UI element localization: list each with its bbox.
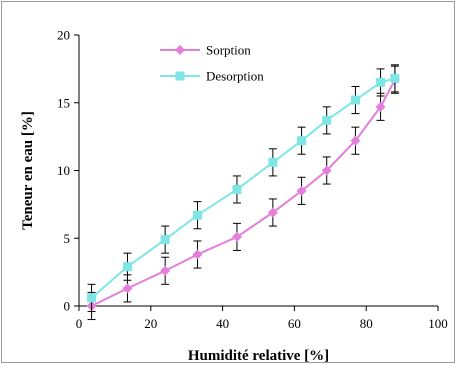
sorption-point <box>267 207 278 218</box>
sorption-point <box>192 249 203 260</box>
legend-item-desorption: Desorption <box>160 69 264 84</box>
sorption-point <box>160 265 171 276</box>
desorption-line <box>90 77 396 299</box>
y-axis-title: Teneur en eau [%] <box>20 111 36 230</box>
legend-item-sorption: Sorption <box>160 43 251 58</box>
legend-swatch-marker <box>175 71 185 81</box>
x-tick-label: 20 <box>144 316 157 331</box>
y-tick-label: 15 <box>57 95 70 110</box>
sorption-series <box>86 65 400 321</box>
y-tick-label: 0 <box>64 299 71 314</box>
y-tick-label: 20 <box>57 28 70 43</box>
desorption-point <box>350 95 360 105</box>
desorption-point <box>297 136 307 146</box>
sorption-point <box>321 165 332 176</box>
sorption-line <box>91 79 396 307</box>
desorption-point <box>87 293 97 303</box>
sorption-point <box>350 135 361 146</box>
desorption-series <box>87 64 400 312</box>
desorption-point <box>390 73 400 83</box>
desorption-point <box>160 235 170 245</box>
x-tick-label: 0 <box>76 316 83 331</box>
legend-label: Sorption <box>206 43 251 58</box>
legend-swatch-marker <box>175 45 185 55</box>
desorption-point <box>322 115 332 125</box>
y-tick-label: 10 <box>57 163 70 178</box>
sorption-point <box>231 231 242 242</box>
x-tick-label: 40 <box>216 316 229 331</box>
desorption-point <box>232 184 242 194</box>
series-layer <box>86 64 400 321</box>
x-axis-title: Humidité relative [%] <box>188 348 329 364</box>
sorption-point <box>375 101 386 112</box>
sorption-point <box>296 185 307 196</box>
desorption-point <box>268 157 278 167</box>
x-tick-label: 80 <box>360 316 373 331</box>
desorption-point <box>122 262 132 272</box>
x-tick-label: 60 <box>288 316 301 331</box>
legend: Sorption Desorption <box>160 43 264 84</box>
sorption-point <box>122 283 133 294</box>
desorption-point <box>376 77 386 87</box>
axes: 0 20 40 60 80 100 0 5 10 15 20 <box>57 28 448 332</box>
desorption-point <box>192 210 202 220</box>
y-tick-label: 5 <box>64 231 71 246</box>
x-tick-label: 100 <box>428 316 448 331</box>
legend-label: Desorption <box>206 69 264 84</box>
